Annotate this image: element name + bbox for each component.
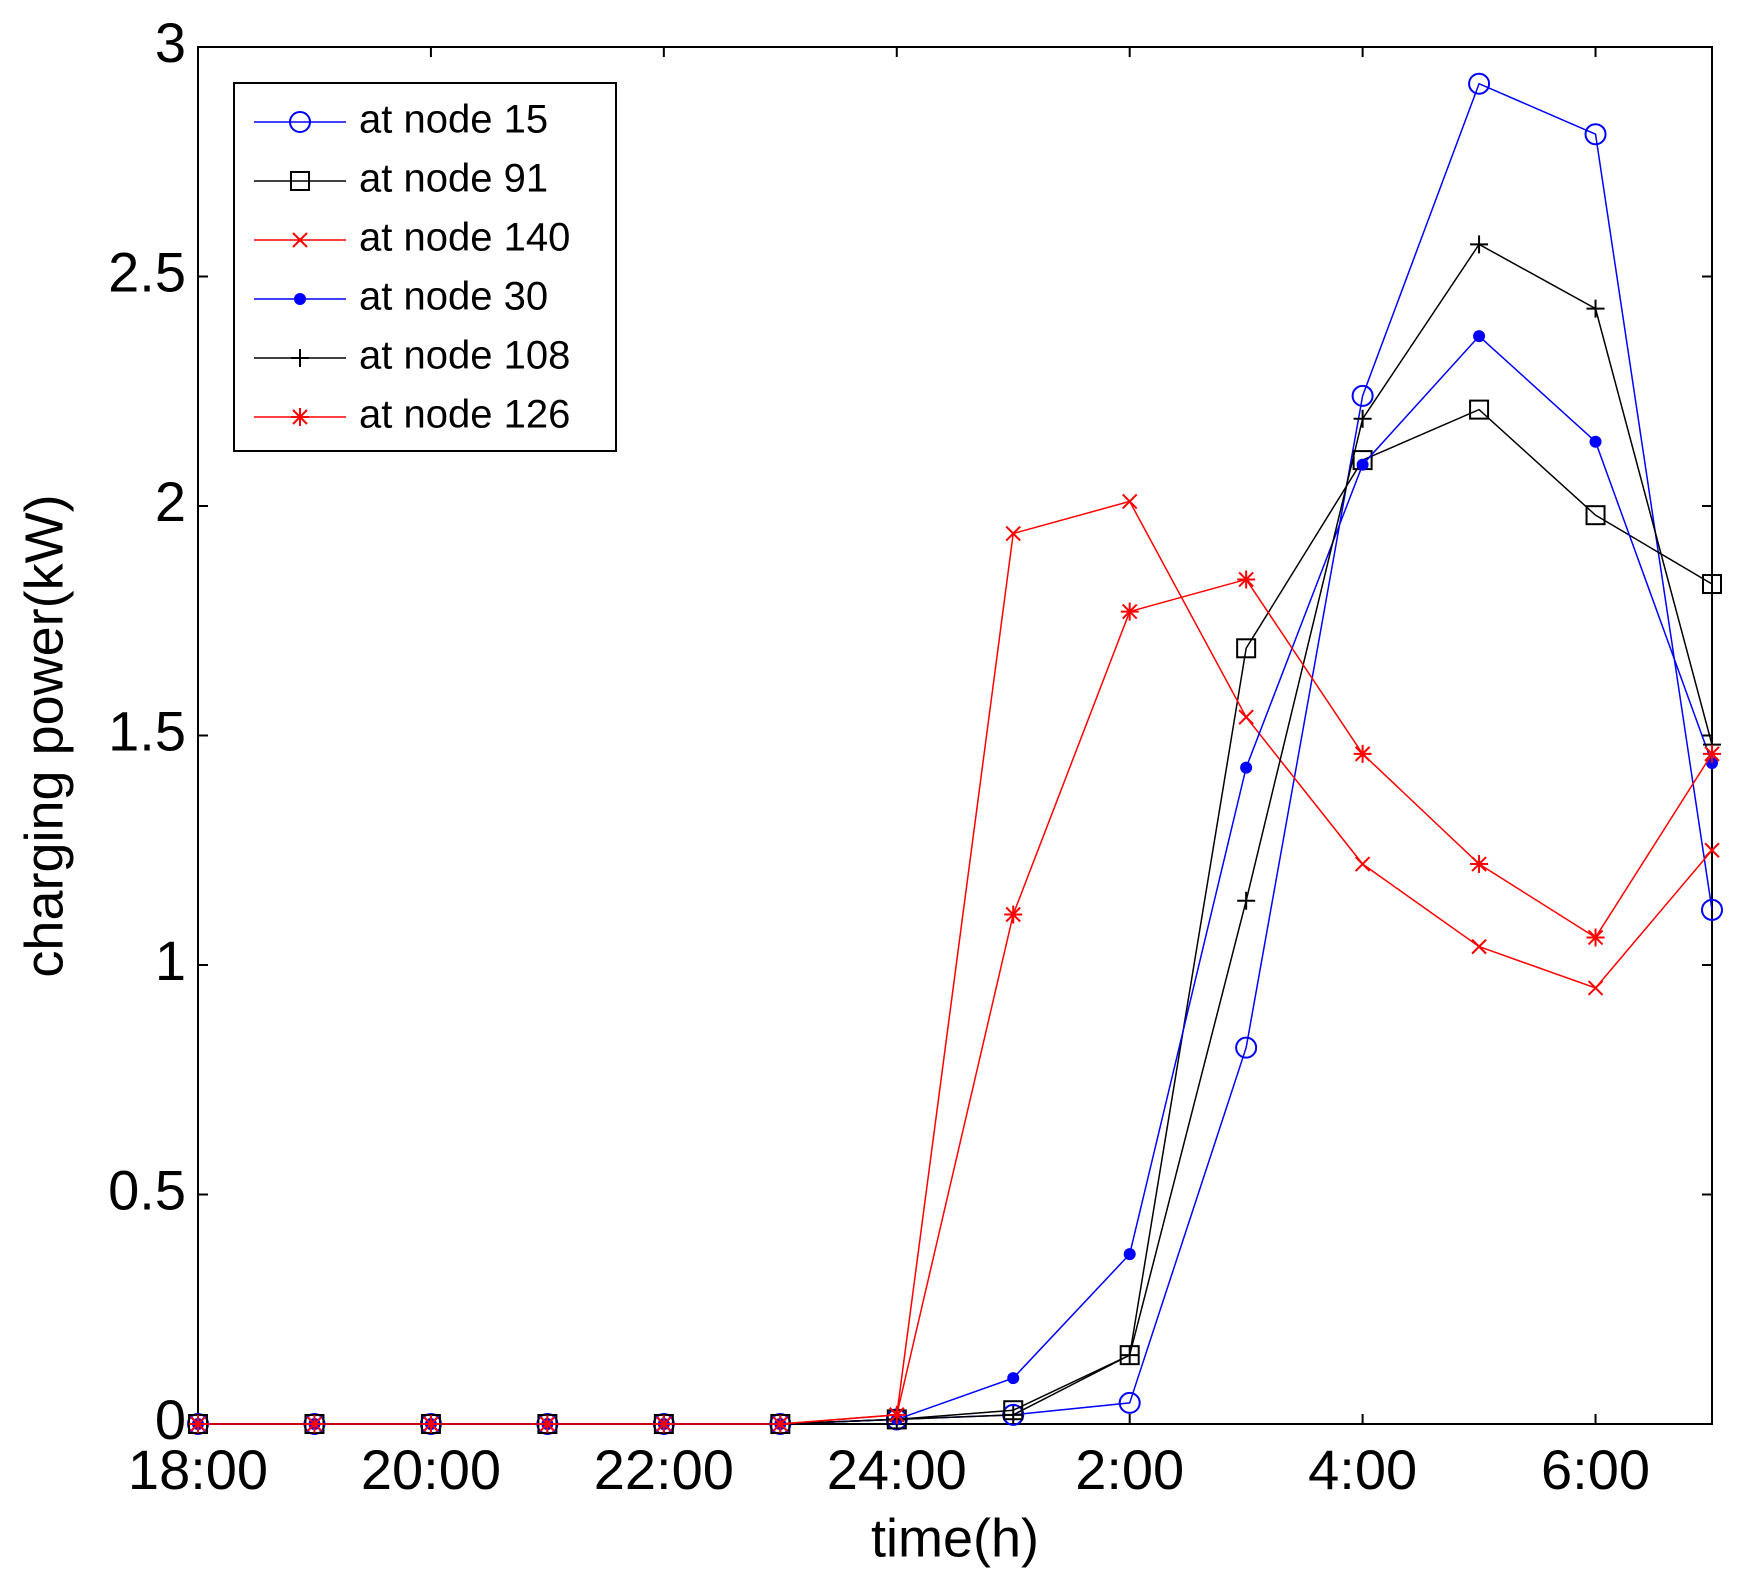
marker bbox=[1585, 505, 1606, 526]
x-tick-label: 22:00 bbox=[594, 1438, 734, 1501]
marker bbox=[294, 293, 306, 305]
legend-label: at node 140 bbox=[359, 216, 570, 260]
x-tick-label: 24:00 bbox=[827, 1438, 967, 1501]
legend-label: at node 15 bbox=[359, 98, 548, 142]
marker bbox=[1473, 330, 1486, 343]
marker bbox=[771, 1415, 790, 1433]
marker bbox=[1238, 709, 1254, 725]
marker bbox=[1704, 842, 1720, 858]
marker bbox=[292, 232, 308, 248]
marker bbox=[1586, 928, 1605, 947]
y-tick-label: 3 bbox=[155, 11, 186, 74]
legend-label: at node 91 bbox=[359, 157, 548, 201]
y-axis-label: charging power(kW) bbox=[14, 494, 74, 977]
marker bbox=[290, 171, 310, 191]
x-tick-label: 2:00 bbox=[1075, 1438, 1184, 1501]
marker bbox=[1004, 1405, 1023, 1424]
x-tick-label: 6:00 bbox=[1541, 1438, 1650, 1501]
marker bbox=[1353, 409, 1372, 428]
marker bbox=[1470, 855, 1489, 874]
marker bbox=[1004, 905, 1023, 924]
marker bbox=[538, 1415, 557, 1433]
series-line bbox=[198, 500, 1713, 1425]
marker bbox=[189, 1415, 207, 1433]
marker bbox=[1469, 399, 1490, 420]
marker bbox=[1005, 525, 1021, 542]
series-line bbox=[198, 408, 1713, 1425]
legend: at node 15 at node 91 at node 140 at node 3… bbox=[233, 82, 617, 452]
marker bbox=[1356, 458, 1369, 471]
marker bbox=[1237, 570, 1256, 589]
marker bbox=[1584, 123, 1607, 146]
marker bbox=[1471, 938, 1487, 955]
marker bbox=[1702, 574, 1722, 595]
marker bbox=[654, 1415, 673, 1433]
marker bbox=[1468, 72, 1491, 95]
x-tick-label: 18:00 bbox=[128, 1438, 268, 1501]
y-tick-label: 2.5 bbox=[108, 240, 186, 303]
marker bbox=[1235, 1036, 1258, 1059]
marker bbox=[1118, 1391, 1141, 1414]
legend-box bbox=[233, 82, 617, 452]
y-tick-label: 0 bbox=[155, 1388, 186, 1451]
marker bbox=[291, 349, 309, 367]
marker bbox=[1706, 757, 1718, 770]
series-line bbox=[198, 578, 1713, 1425]
marker bbox=[1587, 980, 1604, 996]
marker bbox=[1007, 1372, 1020, 1385]
y-tick-label: 0.5 bbox=[108, 1158, 186, 1221]
marker bbox=[1353, 744, 1372, 763]
marker bbox=[1701, 898, 1723, 921]
marker bbox=[305, 1415, 324, 1433]
y-tick-label: 2 bbox=[155, 470, 186, 533]
marker bbox=[291, 408, 309, 426]
legend-label: at node 108 bbox=[359, 334, 570, 378]
marker bbox=[887, 1405, 906, 1424]
marker bbox=[1703, 744, 1721, 763]
marker bbox=[1236, 638, 1257, 659]
legend-label: at node 30 bbox=[359, 275, 548, 319]
marker bbox=[1121, 493, 1138, 510]
x-tick-label: 20:00 bbox=[361, 1438, 501, 1501]
marker bbox=[1240, 761, 1253, 774]
marker bbox=[289, 111, 311, 133]
y-tick-label: 1 bbox=[155, 929, 186, 992]
y-tick-label: 1.5 bbox=[108, 699, 186, 762]
marker bbox=[421, 1415, 440, 1433]
marker bbox=[1120, 602, 1139, 621]
x-tick-label: 4:00 bbox=[1308, 1438, 1417, 1501]
marker bbox=[1470, 235, 1489, 254]
marker bbox=[1354, 856, 1371, 872]
marker bbox=[1589, 435, 1602, 448]
marker bbox=[1586, 299, 1605, 318]
x-axis-label: time(h) bbox=[871, 1508, 1039, 1568]
legend-label: at node 126 bbox=[359, 393, 570, 437]
marker bbox=[1351, 384, 1374, 407]
marker bbox=[1120, 1346, 1139, 1365]
marker bbox=[1237, 891, 1256, 910]
series-line bbox=[198, 335, 1713, 1425]
marker bbox=[1123, 1248, 1136, 1261]
